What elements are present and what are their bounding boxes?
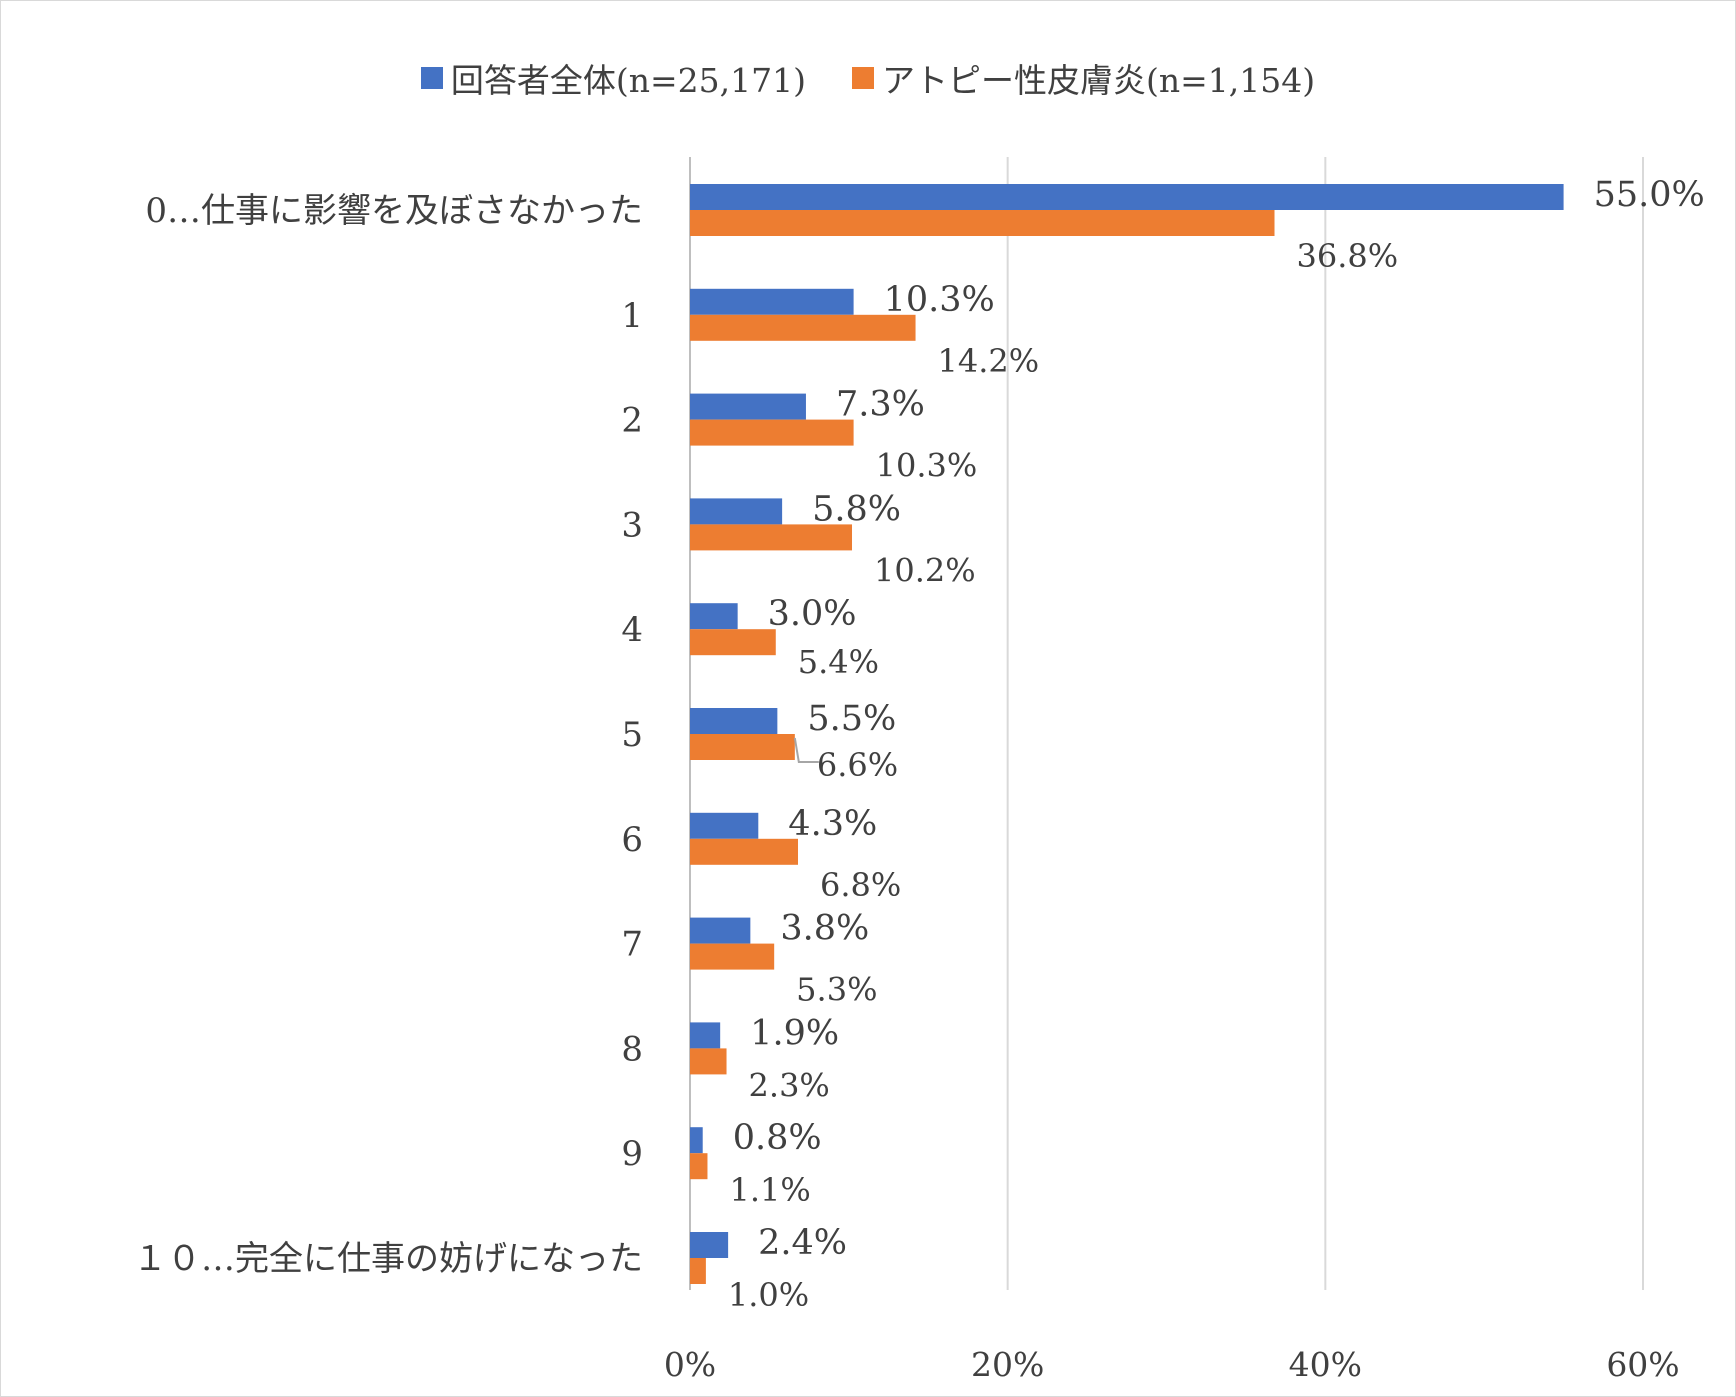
bar-all-respondents xyxy=(690,498,783,525)
category-label: 2 xyxy=(621,401,643,441)
data-label-atopic-dermatitis: 14.2% xyxy=(938,342,1040,380)
bar-all-respondents xyxy=(690,708,778,734)
category-label: 0…仕事に影響を及ぼさなかった xyxy=(145,191,643,231)
data-label-atopic-dermatitis: 5.3% xyxy=(796,971,877,1009)
data-label-all-respondents: 2.4% xyxy=(758,1223,847,1263)
bar-all-respondents xyxy=(690,1127,703,1154)
category-label: １０…完全に仕事の妨げになった xyxy=(133,1239,643,1279)
bar-atopic-dermatitis xyxy=(690,524,853,551)
x-tick-label-20: 20% xyxy=(971,1345,1044,1384)
data-label-all-respondents: 5.8% xyxy=(812,489,901,529)
bar-atopic-dermatitis xyxy=(690,1258,706,1284)
data-label-atopic-dermatitis: 2.3% xyxy=(749,1066,830,1104)
bar-atopic-dermatitis xyxy=(690,943,775,970)
data-label-all-respondents: 10.3% xyxy=(884,280,995,320)
category-label: 4 xyxy=(621,610,643,650)
data-label-atopic-dermatitis: 10.3% xyxy=(876,447,978,485)
data-label-all-respondents: 0.8% xyxy=(733,1118,822,1158)
x-tick-label-0: 0% xyxy=(664,1345,716,1384)
bar-atopic-dermatitis xyxy=(690,629,776,656)
bar-all-respondents xyxy=(690,393,806,420)
data-label-atopic-dermatitis: 5.4% xyxy=(798,643,879,681)
category-label: 7 xyxy=(621,925,643,965)
legend-label-all-respondents: 回答者全体(n=25,171) xyxy=(450,61,806,100)
data-label-all-respondents: 4.3% xyxy=(788,804,877,844)
bar-atopic-dermatitis xyxy=(690,314,916,341)
bar-atopic-dermatitis xyxy=(690,734,795,760)
bar-atopic-dermatitis xyxy=(690,210,1275,236)
category-label: 8 xyxy=(621,1029,643,1069)
data-label-atopic-dermatitis: 1.1% xyxy=(729,1171,810,1209)
data-label-all-respondents: 7.3% xyxy=(836,385,925,425)
bar-all-respondents xyxy=(690,184,1564,210)
category-label: 6 xyxy=(621,820,643,860)
bar-all-respondents xyxy=(690,288,854,315)
bar-all-respondents xyxy=(690,917,751,944)
legend-swatch-atopic-dermatitis xyxy=(852,67,874,89)
category-label: 9 xyxy=(621,1134,643,1174)
bar-all-respondents xyxy=(690,812,759,839)
x-tick-label-40: 40% xyxy=(1289,1345,1362,1384)
data-label-atopic-dermatitis: 36.8% xyxy=(1297,237,1399,275)
bar-all-respondents xyxy=(690,1232,729,1258)
bar-all-respondents xyxy=(690,1022,721,1049)
bar-atopic-dermatitis xyxy=(690,838,799,865)
x-tick-label-60: 60% xyxy=(1606,1345,1679,1384)
legend: 回答者全体(n=25,171) アトピー性皮膚炎(n=1,154) xyxy=(0,54,1736,102)
data-label-all-respondents: 5.5% xyxy=(807,699,896,739)
legend-entry-all-respondents: 回答者全体(n=25,171) xyxy=(420,54,806,102)
data-label-atopic-dermatitis: 1.0% xyxy=(728,1276,809,1314)
data-label-all-respondents: 1.9% xyxy=(750,1013,839,1053)
legend-swatch-all-respondents xyxy=(420,67,443,89)
bar-atopic-dermatitis xyxy=(690,1153,708,1180)
data-label-atopic-dermatitis: 6.8% xyxy=(820,866,901,904)
category-label: 1 xyxy=(621,296,643,336)
data-label-atopic-dermatitis: 10.2% xyxy=(874,551,976,589)
category-label: 5 xyxy=(621,715,643,755)
bar-all-respondents xyxy=(690,603,738,630)
legend-label-atopic-dermatitis: アトピー性皮膚炎(n=1,154) xyxy=(882,61,1316,100)
leader-line xyxy=(793,737,819,763)
data-label-all-respondents: 3.8% xyxy=(780,909,869,949)
bar-atopic-dermatitis xyxy=(690,1048,727,1075)
data-label-all-respondents: 55.0% xyxy=(1594,175,1705,215)
legend-entry-atopic-dermatitis: アトピー性皮膚炎(n=1,154) xyxy=(852,54,1315,102)
bar-atopic-dermatitis xyxy=(690,419,854,446)
category-label: 3 xyxy=(621,505,643,545)
data-label-atopic-dermatitis: 6.6% xyxy=(817,746,898,784)
data-label-all-respondents: 3.0% xyxy=(768,594,857,634)
